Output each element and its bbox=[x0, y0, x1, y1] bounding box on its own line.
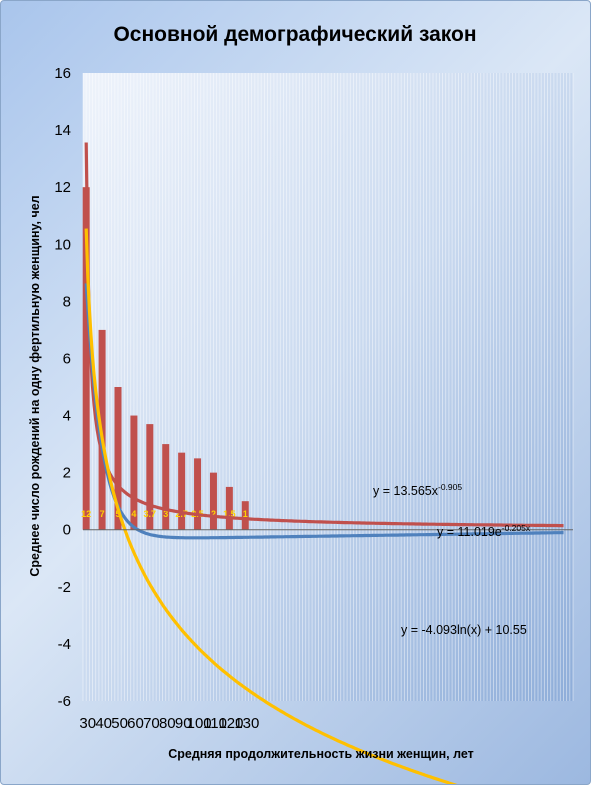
trend-lines bbox=[84, 142, 564, 784]
bar bbox=[146, 424, 154, 530]
y-tick-label: 16 bbox=[54, 65, 71, 82]
trend-line-power bbox=[84, 142, 564, 528]
equation-exponent: -0.205x bbox=[502, 523, 531, 533]
x-tick-label: 90 bbox=[175, 715, 192, 732]
bar bbox=[194, 458, 202, 530]
x-tick-label: 110 bbox=[203, 715, 227, 732]
x-tick-label: 100 bbox=[187, 715, 212, 732]
bar bbox=[178, 452, 186, 530]
x-tick-label: 80 bbox=[159, 715, 176, 732]
y-tick-label: 6 bbox=[63, 350, 71, 367]
bar-data-label: 12 bbox=[81, 509, 91, 519]
bar-data-label: 1.5 bbox=[223, 509, 236, 519]
trend-line-exponential bbox=[84, 283, 564, 540]
x-tick-label: 40 bbox=[95, 715, 112, 732]
y-tick-label: -2 bbox=[58, 579, 71, 596]
gridlines bbox=[82, 73, 574, 701]
bar-data-label: 1 bbox=[243, 509, 248, 519]
y-tick-label: 8 bbox=[63, 293, 71, 310]
chart-title: Основной демографический закон bbox=[113, 23, 476, 46]
bar bbox=[82, 187, 90, 530]
bar bbox=[130, 415, 138, 530]
bar bbox=[114, 387, 122, 530]
y-tick-label: 10 bbox=[54, 236, 71, 253]
bar bbox=[209, 472, 217, 530]
bar-data-label: 3 bbox=[163, 509, 168, 519]
x-tick-label: 120 bbox=[218, 715, 243, 732]
y-tick-label: -6 bbox=[58, 693, 71, 710]
bar-data-label: 7 bbox=[100, 509, 105, 519]
y-tick-label: 14 bbox=[54, 122, 71, 139]
x-tick-label: 70 bbox=[143, 715, 160, 732]
trend-line-log bbox=[84, 228, 458, 784]
y-tick-label: 12 bbox=[54, 179, 71, 196]
y-tick-label: 2 bbox=[63, 465, 71, 482]
x-tick-label: 60 bbox=[127, 715, 144, 732]
x-tick-label: 30 bbox=[79, 715, 96, 732]
y-axis-title: Среднее число рождений на одну фертильну… bbox=[28, 195, 42, 576]
equation-log: y = -4.093ln(x) + 10.55 bbox=[401, 623, 527, 637]
bar bbox=[241, 501, 249, 530]
equation-exponent: -0.905 bbox=[438, 482, 462, 492]
bar bbox=[225, 486, 233, 530]
y-tick-label: 4 bbox=[63, 408, 71, 425]
bar-data-label: 2 bbox=[211, 509, 216, 519]
y-tick-label: -4 bbox=[58, 636, 71, 653]
x-tick-label: 130 bbox=[234, 715, 259, 732]
bar-data-label: 4 bbox=[131, 509, 136, 519]
bar-data-label: 3.7 bbox=[144, 509, 157, 519]
bar bbox=[162, 444, 170, 530]
y-axis-ticks: 16 14 12 10 8 6 4 2 0 -2 -4 -6 bbox=[54, 65, 71, 710]
x-axis-title: Средняя продолжительность жизни женщин, … bbox=[168, 747, 474, 761]
x-tick-label: 50 bbox=[111, 715, 128, 732]
y-tick-label: 0 bbox=[63, 522, 71, 539]
